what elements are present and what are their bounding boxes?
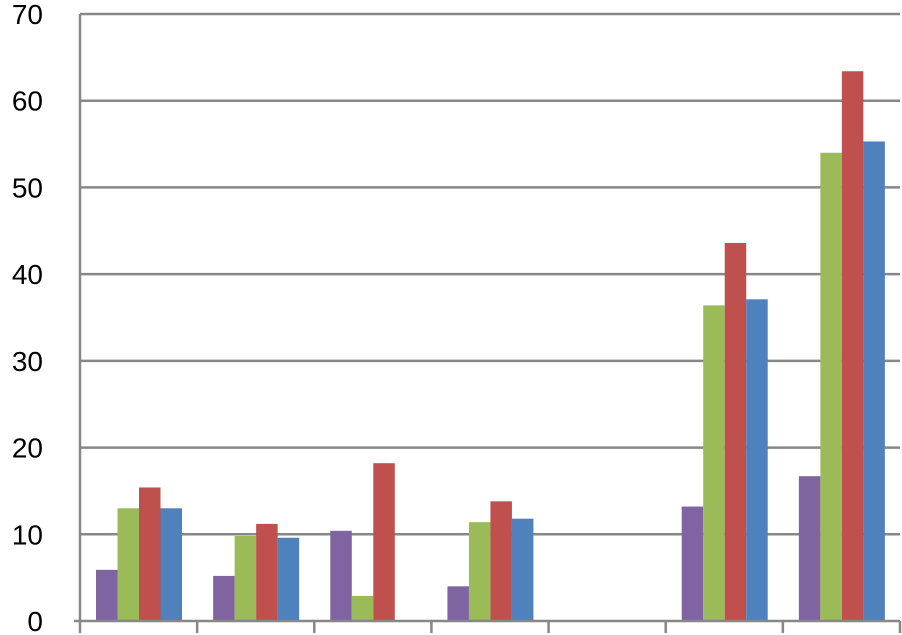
bar-series-2-cat-1 — [117, 508, 139, 621]
bar-series-3-cat-6 — [724, 242, 747, 621]
y-tick-label: 20 — [12, 433, 43, 464]
bar-series-1-cat-3 — [330, 530, 352, 621]
bar-series-3-cat-3 — [373, 463, 395, 621]
bar-series-4-cat-1 — [160, 508, 182, 621]
bar-series-2-cat-6 — [703, 305, 725, 621]
bar-series-4-cat-7 — [863, 141, 885, 621]
y-tick-label: 50 — [12, 172, 43, 203]
bar-series-1-cat-2 — [213, 575, 235, 621]
bar-series-2-cat-4 — [468, 522, 491, 621]
axes — [74, 14, 902, 633]
y-tick-label: 40 — [12, 259, 43, 290]
bar-series-3-cat-2 — [256, 523, 278, 621]
bar-series-1-cat-6 — [681, 506, 704, 621]
bar-series-1-cat-4 — [447, 586, 469, 621]
bar-series-2-cat-3 — [351, 595, 374, 621]
bar-series-3-cat-7 — [841, 71, 864, 621]
bar-series-1-cat-7 — [798, 476, 821, 621]
bars — [96, 71, 885, 621]
bar-series-3-cat-4 — [490, 501, 512, 621]
y-tick-label: 60 — [12, 86, 43, 117]
y-tick-label: 30 — [12, 346, 43, 377]
gridlines — [80, 12, 900, 536]
bar-series-2-cat-7 — [820, 152, 842, 621]
y-tick-label: 10 — [12, 519, 43, 550]
bar-series-4-cat-6 — [746, 299, 768, 621]
bar-series-1-cat-1 — [96, 569, 118, 621]
y-tick-label: 70 — [12, 0, 43, 30]
bar-series-4-cat-2 — [277, 537, 300, 621]
bar-series-3-cat-1 — [139, 487, 161, 621]
tick-labels: 0 10 20 30 40 50 60 70 — [12, 0, 43, 635]
bar-series-2-cat-2 — [234, 536, 257, 621]
bar-series-4-cat-4 — [511, 518, 534, 621]
y-tick-label: 0 — [27, 606, 43, 635]
